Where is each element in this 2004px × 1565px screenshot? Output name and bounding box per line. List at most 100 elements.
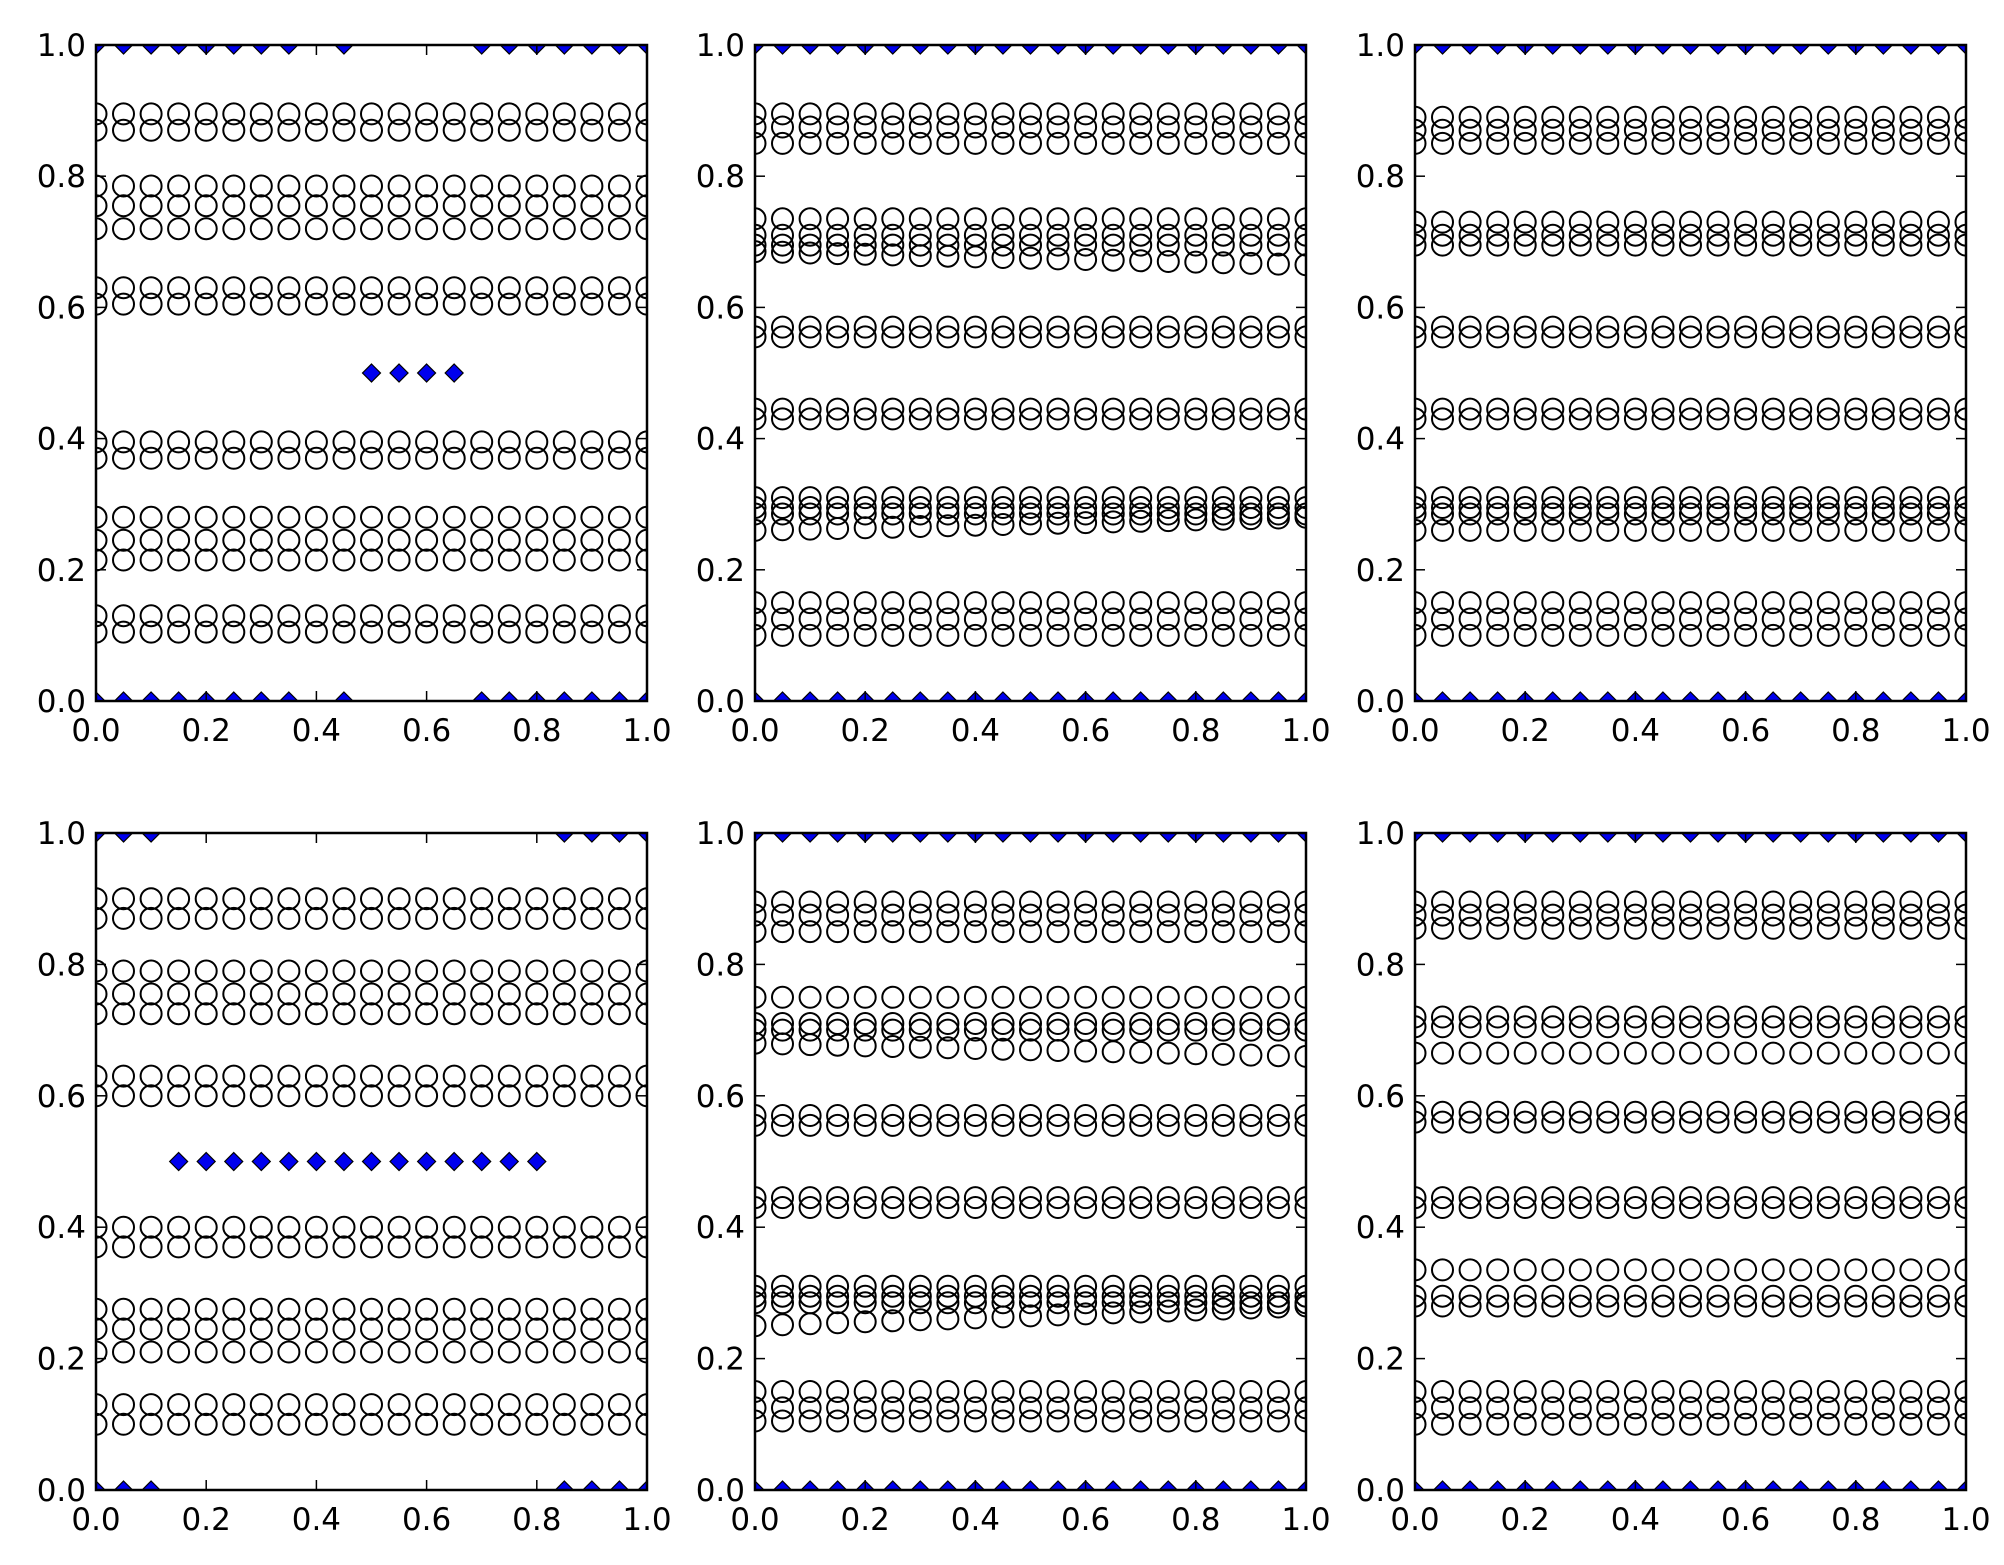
circle-point	[1101, 1040, 1125, 1064]
circle-point	[1266, 1380, 1290, 1403]
circle-point	[167, 1084, 191, 1108]
circle-point	[1926, 1294, 1950, 1318]
circle-point	[1129, 1012, 1153, 1035]
circle-point	[936, 1113, 960, 1137]
circle-point	[853, 102, 877, 126]
circle-point	[497, 1235, 521, 1259]
circle-point	[1899, 1380, 1923, 1403]
circle-point	[607, 982, 631, 1006]
circle-point	[1651, 1412, 1675, 1436]
circle-point	[1156, 985, 1180, 1009]
circle-point	[1486, 496, 1510, 519]
circle-point	[1734, 397, 1758, 421]
circle-point	[908, 115, 932, 139]
circle-point	[963, 513, 987, 537]
circle-point	[1101, 591, 1125, 615]
circle-point	[112, 1064, 135, 1088]
circle-point	[1926, 105, 1950, 129]
diamond-point	[499, 45, 520, 55]
circle-point	[853, 623, 877, 647]
circle-point	[1074, 1186, 1098, 1210]
diamond-point	[141, 1480, 161, 1490]
circle-point	[1156, 1291, 1180, 1315]
circle-point	[798, 1186, 822, 1210]
circle-point	[1899, 315, 1923, 339]
circle-point	[1623, 607, 1647, 631]
circle-point	[415, 528, 439, 552]
circle-point	[1046, 207, 1070, 231]
circle-point	[1415, 1110, 1427, 1134]
circle-point	[991, 502, 1015, 526]
circle-point	[415, 982, 439, 1006]
circle-point	[1431, 502, 1454, 526]
diamond-point	[1432, 1480, 1453, 1490]
circle-point	[881, 623, 905, 647]
circle-point	[167, 505, 191, 529]
circle-point	[442, 982, 466, 1006]
circle-point	[635, 430, 647, 454]
circle-point	[1899, 623, 1923, 647]
circle-point	[1541, 1110, 1565, 1134]
circle-point	[442, 959, 466, 983]
circle-point	[1734, 315, 1758, 339]
circle-point	[1679, 1284, 1702, 1308]
circle-point	[1513, 210, 1537, 234]
circle-point	[1156, 1380, 1180, 1403]
circle-point	[167, 118, 191, 142]
circle-point	[1816, 131, 1840, 155]
circle-point	[387, 430, 411, 454]
circle-point	[1623, 1041, 1647, 1065]
circle-point	[1899, 916, 1923, 940]
diamond-point	[582, 691, 602, 701]
circle-point	[1954, 1412, 1966, 1436]
circle-point	[1899, 903, 1923, 927]
circle-point	[936, 1036, 960, 1060]
diamond-point	[1020, 45, 1041, 55]
circle-point	[1129, 325, 1153, 349]
circle-point	[1899, 486, 1923, 510]
circle-point	[635, 528, 647, 552]
circle-point	[387, 102, 411, 126]
circle-point	[194, 1084, 218, 1108]
circle-point	[1513, 315, 1537, 339]
circle-point	[936, 131, 960, 155]
circle-point	[167, 1393, 191, 1417]
circle-point	[1899, 105, 1923, 129]
circle-point	[167, 1297, 191, 1321]
circle-point	[1294, 253, 1306, 277]
circle-point	[304, 118, 328, 142]
circle-point	[1184, 985, 1208, 1009]
y-tick-label: 0.6	[696, 1079, 745, 1115]
circle-point	[167, 1215, 191, 1239]
circle-point	[1101, 315, 1125, 339]
circle-point	[304, 217, 328, 241]
circle-point	[1074, 496, 1098, 519]
circle-point	[1239, 397, 1263, 421]
diamond-point	[637, 691, 647, 701]
circle-point	[1706, 325, 1730, 349]
circle-point	[332, 446, 356, 470]
circle-point	[1486, 118, 1510, 142]
circle-point	[580, 887, 604, 911]
circle-point	[1239, 1018, 1263, 1042]
circle-point	[1266, 233, 1290, 257]
circle-point	[1415, 131, 1427, 155]
circle-point	[1734, 1196, 1758, 1219]
circle-point	[1046, 623, 1070, 647]
circle-point	[1761, 397, 1785, 421]
circle-point	[222, 217, 246, 241]
circle-point	[1623, 233, 1647, 257]
circle-point	[1596, 105, 1620, 129]
circle-point	[1623, 1396, 1647, 1420]
circle-point	[1415, 903, 1427, 927]
circle-point	[1568, 916, 1592, 940]
circle-point	[1486, 131, 1510, 155]
circle-point	[167, 276, 191, 300]
circle-point	[798, 1396, 822, 1420]
axes-frame	[1413, 43, 1968, 703]
x-tick-label: 1.0	[1281, 713, 1330, 749]
circle-point	[1513, 223, 1537, 247]
circle-point	[755, 985, 767, 1009]
circle-point	[387, 505, 411, 529]
circle-point	[112, 1297, 135, 1321]
